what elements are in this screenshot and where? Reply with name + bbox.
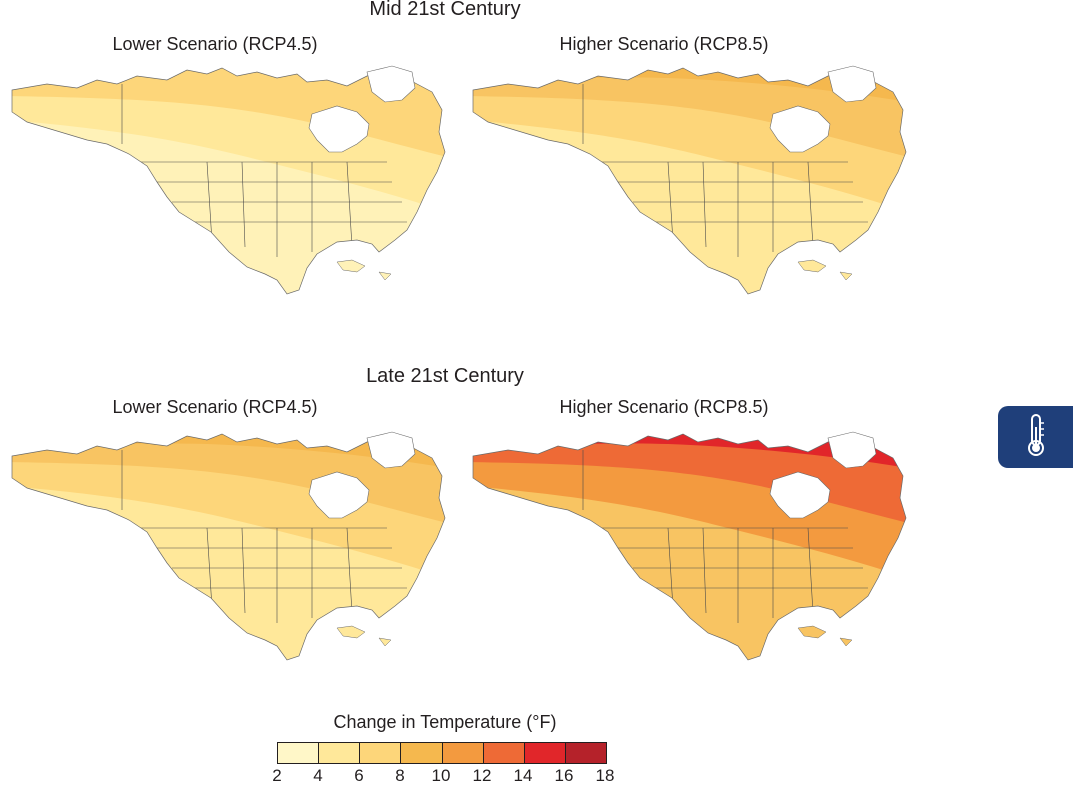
- map-late-higher: [468, 428, 908, 668]
- legend-tick: 10: [431, 766, 451, 785]
- legend-tick: 12: [472, 766, 492, 785]
- legend-title: Change in Temperature (°F): [333, 712, 557, 732]
- map-late-lower: [7, 428, 447, 668]
- legend-swatch-10-12: [442, 743, 484, 763]
- legend-swatch-12-14: [483, 743, 525, 763]
- map-mid-higher: [468, 62, 908, 302]
- legend-color-bar: [277, 742, 607, 764]
- late-century-title: Late 21st Century: [366, 365, 524, 387]
- legend-tick: 6: [354, 766, 364, 785]
- mid-higher-scenario-title: Higher Scenario (RCP8.5): [559, 34, 769, 54]
- legend-swatch-4-6: [319, 743, 361, 763]
- mid-century-title: Mid 21st Century: [369, 0, 521, 20]
- late-lower-scenario-title: Lower Scenario (RCP4.5): [112, 397, 318, 417]
- legend-tick: 2: [272, 766, 282, 785]
- legend-swatch-14-16: [524, 743, 566, 763]
- legend-tick: 14: [513, 766, 533, 785]
- thermometer-badge-button[interactable]: [998, 406, 1073, 468]
- legend-swatch-6-8: [360, 743, 402, 763]
- legend-tick: 4: [313, 766, 323, 785]
- mid-lower-scenario-title: Lower Scenario (RCP4.5): [112, 34, 318, 54]
- legend-swatch-2-4: [278, 743, 320, 763]
- legend-tick: 16: [554, 766, 574, 785]
- legend-tick: 18: [595, 766, 615, 785]
- legend-tick-labels: 2 4 6 8 10 12 14 16 18: [272, 766, 614, 786]
- legend-swatch-8-10: [401, 743, 443, 763]
- legend-swatch-16-18: [565, 743, 606, 763]
- thermometer-icon: [1025, 413, 1047, 462]
- late-higher-scenario-title: Higher Scenario (RCP8.5): [559, 397, 769, 417]
- legend-tick: 8: [395, 766, 405, 785]
- map-mid-lower: [7, 62, 447, 302]
